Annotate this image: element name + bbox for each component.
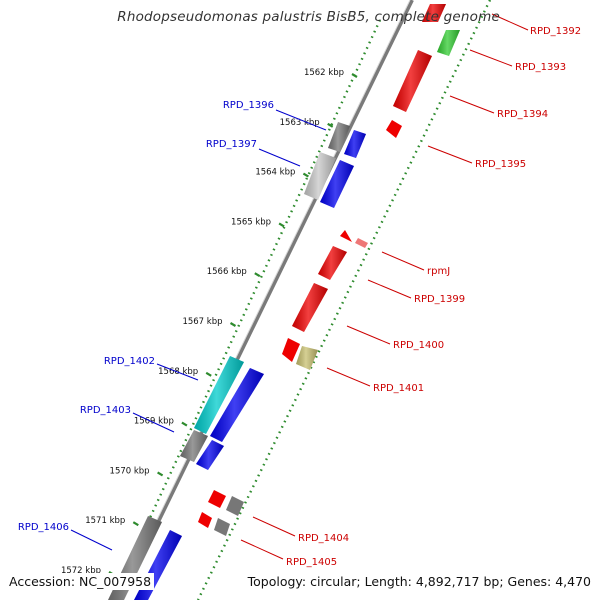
tick-label: 1572 kbp — [61, 566, 101, 576]
label-rpd-1396[interactable]: RPD_1396 — [223, 100, 274, 111]
gene-rpd-1397[interactable] — [304, 152, 354, 208]
label-rpd-1397[interactable]: RPD_1397 — [206, 139, 257, 150]
label-rpd-1394[interactable]: RPD_1394 — [497, 109, 548, 120]
tick-layer: 1562 kbp 1563 kbp 1564 kbp 1565 kbp 1566 kbp… — [61, 68, 358, 576]
label-rpd-1393[interactable]: RPD_1393 — [515, 62, 566, 73]
left-dotted-ring — [110, 19, 382, 600]
tick-label: 1563 kbp — [280, 118, 320, 128]
tick-mark — [181, 421, 188, 427]
label-rpd-1394-group: RPD_1394 — [449, 95, 548, 120]
tick-label: 1569 kbp — [134, 417, 174, 427]
tick-mark — [302, 172, 309, 178]
tick-label: 1565 kbp — [231, 217, 271, 227]
label-rpd-1393-group: RPD_1393 — [469, 49, 566, 73]
label-rpd-1392[interactable]: RPD_1392 — [530, 26, 581, 37]
backbone-ring-highlight — [117, 0, 411, 600]
gene-rpd-1392[interactable] — [422, 4, 446, 22]
tick-label: 1566 kbp — [207, 267, 247, 277]
label-rpd-1405[interactable]: RPD_1405 — [286, 557, 337, 568]
label-rpd-1406[interactable]: RPD_1406 — [18, 522, 69, 533]
tick-label: 1564 kbp — [255, 168, 295, 178]
label-rpd-1395-group: RPD_1395 — [427, 145, 526, 170]
label-rpd-1400[interactable]: RPD_1400 — [393, 340, 444, 351]
tick-label: 1567 kbp — [182, 317, 222, 327]
label-rpd-1406-group: RPD_1406 — [18, 522, 113, 551]
backbone-ring — [118, 0, 414, 600]
gene-rpd-1399[interactable] — [318, 246, 347, 280]
tick-mark — [327, 122, 334, 128]
topology-text: Topology: circular; Length: 4,892,717 bp… — [244, 573, 594, 590]
label-rpmj[interactable]: rpmJ — [427, 266, 450, 277]
genome-title: Rhodopseudomonas palustris BisB5, comple… — [117, 9, 500, 25]
tick-label: 1570 kbp — [110, 466, 150, 476]
label-rpd-1397-group: RPD_1397 — [206, 139, 301, 167]
tick-label: 1571 kbp — [85, 516, 125, 526]
tick-label: 1562 kbp — [304, 68, 344, 78]
label-rpmj-group: rpmJ — [381, 251, 450, 277]
gene-rpd-1394[interactable] — [393, 50, 432, 112]
gene-rpd-1402[interactable] — [194, 356, 264, 442]
gene-rpd-1400[interactable] — [282, 283, 328, 362]
label-rpd-1400-group: RPD_1400 — [346, 325, 444, 351]
label-rpd-1392-group: RPD_1392 — [491, 13, 581, 37]
label-rpd-1404-group: RPD_1404 — [252, 516, 349, 544]
tick-mark — [254, 272, 261, 278]
gene-rpd-1396[interactable] — [328, 122, 366, 158]
tick-mark — [132, 521, 139, 527]
gene-rpd-1401[interactable] — [296, 346, 318, 370]
gene-rpd-1404[interactable] — [208, 490, 244, 516]
tick-mark — [157, 471, 164, 477]
gene-rpd-1395[interactable] — [386, 120, 402, 138]
label-rpd-1401[interactable]: RPD_1401 — [373, 383, 424, 394]
gene-rpmj[interactable] — [340, 230, 368, 248]
label-rpd-1402-group: RPD_1402 — [104, 356, 199, 381]
label-rpd-1405-group: RPD_1405 — [240, 539, 337, 568]
label-rpd-1402[interactable]: RPD_1402 — [104, 356, 155, 367]
label-rpd-1396-group: RPD_1396 — [223, 100, 327, 131]
label-rpd-1399-group: RPD_1399 — [367, 279, 465, 305]
label-rpd-1399[interactable]: RPD_1399 — [414, 294, 465, 305]
tick-mark — [278, 222, 285, 228]
label-rpd-1403[interactable]: RPD_1403 — [80, 405, 131, 416]
label-rpd-1404[interactable]: RPD_1404 — [298, 533, 349, 544]
tick-mark — [205, 371, 212, 377]
gene-rpd-1403[interactable] — [180, 430, 224, 470]
gene-rpd-1393[interactable] — [437, 30, 460, 56]
tick-mark — [351, 73, 358, 78]
accession-text: Accession: NC_007958 — [6, 573, 155, 590]
label-rpd-1401-group: RPD_1401 — [326, 367, 424, 394]
tick-mark — [229, 322, 237, 327]
gene-rpd-1405[interactable] — [198, 512, 230, 536]
label-rpd-1403-group: RPD_1403 — [80, 405, 175, 433]
label-rpd-1395[interactable]: RPD_1395 — [475, 159, 526, 170]
